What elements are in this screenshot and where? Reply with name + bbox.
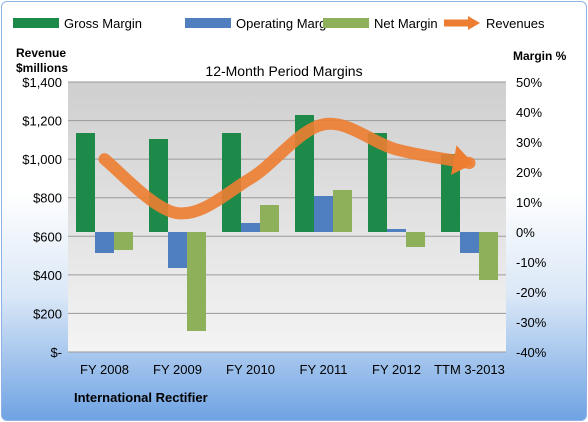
chart-title: 12-Month Period Margins bbox=[205, 63, 362, 79]
bar-operating-margin bbox=[95, 232, 114, 253]
left-tick-label: $1,400 bbox=[22, 75, 62, 90]
category-label: FY 2012 bbox=[372, 362, 421, 377]
right-tick-label: 0% bbox=[516, 225, 535, 240]
right-tick-label: 40% bbox=[516, 105, 542, 120]
left-tick-label: $400 bbox=[33, 268, 62, 283]
legend-swatch-operating-margin bbox=[185, 18, 231, 28]
legend-label-net-margin: Net Margin bbox=[374, 16, 438, 31]
left-axis-title-line1: Revenue bbox=[16, 46, 66, 60]
left-tick-label: $1,200 bbox=[22, 114, 62, 129]
left-tick-label: $1,000 bbox=[22, 152, 62, 167]
bar-net-margin bbox=[479, 232, 498, 280]
legend-arrow-revenues bbox=[468, 16, 480, 30]
left-tick-label: $600 bbox=[33, 229, 62, 244]
left-tick-label: $- bbox=[50, 345, 62, 360]
legend-swatch-net-margin bbox=[323, 18, 369, 28]
right-tick-label: -30% bbox=[516, 315, 547, 330]
category-labels: FY 2008 FY 2009 FY 2010 FY 2011 FY 2012 TTM 3… bbox=[80, 362, 505, 377]
bar-net-margin bbox=[260, 205, 279, 232]
right-axis-title: Margin % bbox=[513, 49, 567, 63]
category-label: TTM 3-2013 bbox=[434, 362, 505, 377]
revenue-arrowhead bbox=[451, 145, 474, 175]
bar-operating-margin bbox=[241, 223, 260, 232]
right-tick-label: 20% bbox=[516, 165, 542, 180]
right-tick-label: -10% bbox=[516, 255, 547, 270]
left-tick-label: $200 bbox=[33, 306, 62, 321]
bar-net-margin bbox=[406, 232, 425, 247]
bar-net-margin bbox=[114, 232, 133, 250]
category-label: FY 2010 bbox=[226, 362, 275, 377]
legend: Gross Margin Operating Margin Net Margin… bbox=[13, 16, 545, 31]
left-axis-ticks: $- $200 $400 $600 $800 $1,000 $1,200 $1,400 bbox=[22, 75, 62, 360]
bar-operating-margin bbox=[460, 232, 479, 253]
bar-operating-margin bbox=[314, 196, 333, 232]
bar-gross-margin bbox=[368, 133, 387, 232]
company-label: International Rectifier bbox=[74, 390, 208, 405]
right-axis-ticks: -40% -30% -20% -10% 0% 10% 20% 30% 40% 50% bbox=[516, 75, 547, 360]
legend-label-operating-margin: Operating Margin bbox=[236, 16, 336, 31]
bar-gross-margin bbox=[441, 154, 460, 232]
bar-operating-margin bbox=[168, 232, 187, 268]
left-axis-title-line2: $millions bbox=[16, 61, 68, 75]
right-tick-label: 10% bbox=[516, 195, 542, 210]
revenue-line-group bbox=[98, 117, 476, 220]
left-tick-label: $800 bbox=[33, 191, 62, 206]
plot-area bbox=[68, 82, 506, 352]
right-tick-label: 50% bbox=[516, 75, 542, 90]
legend-label-gross-margin: Gross Margin bbox=[64, 16, 142, 31]
category-label: FY 2009 bbox=[153, 362, 202, 377]
category-label: FY 2011 bbox=[300, 362, 348, 377]
bar-net-margin bbox=[187, 232, 206, 331]
bar-gross-margin bbox=[149, 139, 168, 232]
bar-gross-margin bbox=[222, 133, 241, 232]
bar-net-margin bbox=[333, 190, 352, 232]
legend-label-revenues: Revenues bbox=[486, 16, 545, 31]
revenue-line bbox=[98, 117, 476, 220]
bar-gross-margin bbox=[76, 133, 95, 232]
category-label: FY 2008 bbox=[80, 362, 129, 377]
bar-operating-margin bbox=[387, 229, 406, 232]
right-tick-label: 30% bbox=[516, 135, 542, 150]
bars bbox=[76, 115, 498, 331]
right-tick-label: -40% bbox=[516, 345, 547, 360]
legend-swatch-gross-margin bbox=[13, 18, 59, 28]
right-tick-label: -20% bbox=[516, 285, 547, 300]
